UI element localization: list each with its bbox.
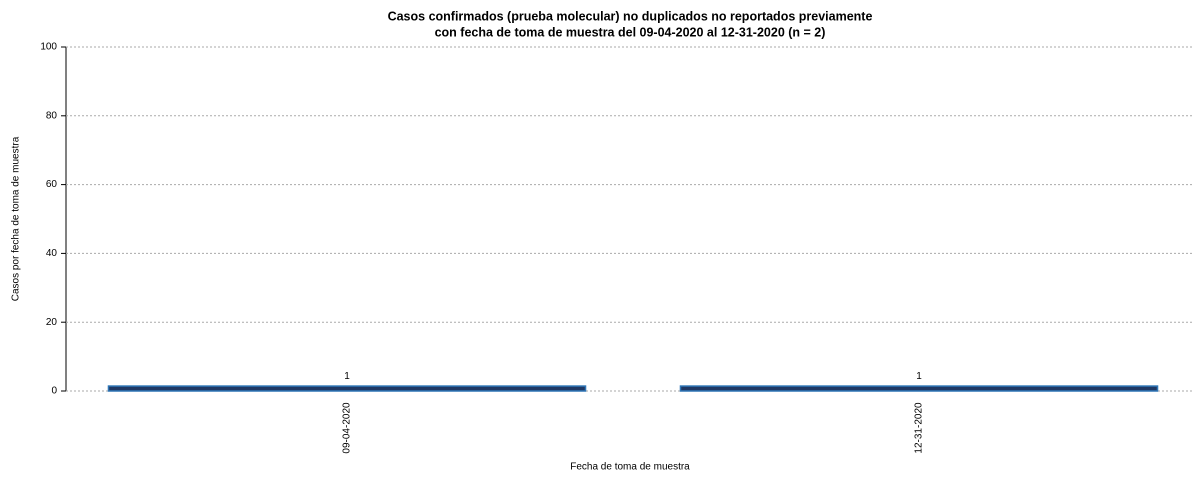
bar — [107, 385, 587, 392]
data-label: 1 — [916, 371, 922, 382]
chart-title: Casos confirmados (prueba molecular) no … — [388, 9, 873, 23]
y-tick-label: 40 — [46, 248, 58, 259]
x-tick-label: 09-04-2020 — [342, 402, 353, 454]
x-tick-label: 12-31-2020 — [914, 402, 925, 454]
y-tick-label: 80 — [46, 110, 58, 121]
y-tick-label: 100 — [40, 42, 57, 53]
bar — [679, 385, 1159, 392]
y-tick-label: 0 — [51, 386, 57, 397]
chart-title: con fecha de toma de muestra del 09-04-2… — [435, 25, 826, 39]
x-axis-label: Fecha de toma de muestra — [570, 462, 690, 473]
y-tick-label: 60 — [46, 179, 58, 190]
data-label: 1 — [344, 371, 350, 382]
y-tick-label: 20 — [46, 317, 58, 328]
y-axis-label: Casos por fecha de toma de muestra — [11, 136, 22, 301]
